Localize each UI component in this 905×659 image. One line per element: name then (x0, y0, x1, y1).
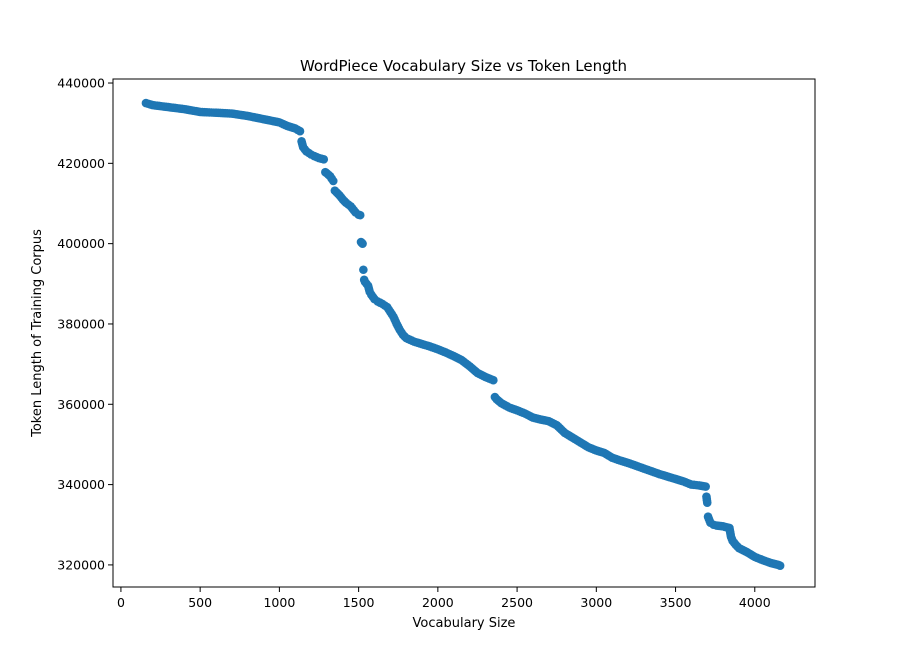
y-tick-label: 400000 (57, 236, 105, 251)
y-tick-label: 340000 (57, 477, 105, 492)
x-tick-label: 2000 (422, 595, 454, 610)
data-point (701, 482, 710, 491)
data-point (355, 210, 365, 220)
x-tick-label: 3000 (580, 595, 612, 610)
x-tick-label: 500 (188, 595, 212, 610)
x-tick-label: 2500 (501, 595, 533, 610)
data-point (319, 155, 329, 164)
data-point (359, 265, 368, 275)
data-point (702, 498, 712, 507)
y-tick-label: 380000 (57, 316, 105, 331)
plot-frame (112, 78, 816, 588)
x-tick-label: 3500 (660, 595, 692, 610)
x-tick-label: 1000 (263, 595, 295, 610)
y-tick-label: 440000 (57, 76, 105, 91)
data-point (328, 176, 338, 186)
data-points (141, 98, 785, 571)
data-point (358, 239, 367, 248)
y-tick-label: 320000 (57, 557, 105, 572)
x-tick-label: 0 (117, 595, 125, 610)
data-point (775, 561, 785, 571)
x-tick-label: 1500 (343, 595, 375, 610)
y-tick-label: 360000 (57, 397, 105, 412)
data-point (295, 126, 305, 136)
y-tick-label: 420000 (57, 156, 105, 171)
chart-title: WordPiece Vocabulary Size vs Token Lengt… (300, 57, 627, 75)
x-axis-ticks: 0 500 1000 1500 2000 2500 3000 3500 4000 (117, 587, 771, 610)
y-axis-ticks: 320000 340000 360000 380000 400000 420000 4400… (57, 76, 113, 572)
x-axis-label: Vocabulary Size (413, 616, 516, 631)
y-axis-label: Token Length of Training Corpus (30, 229, 45, 438)
data-point (489, 375, 498, 385)
x-tick-label: 4000 (739, 595, 771, 610)
